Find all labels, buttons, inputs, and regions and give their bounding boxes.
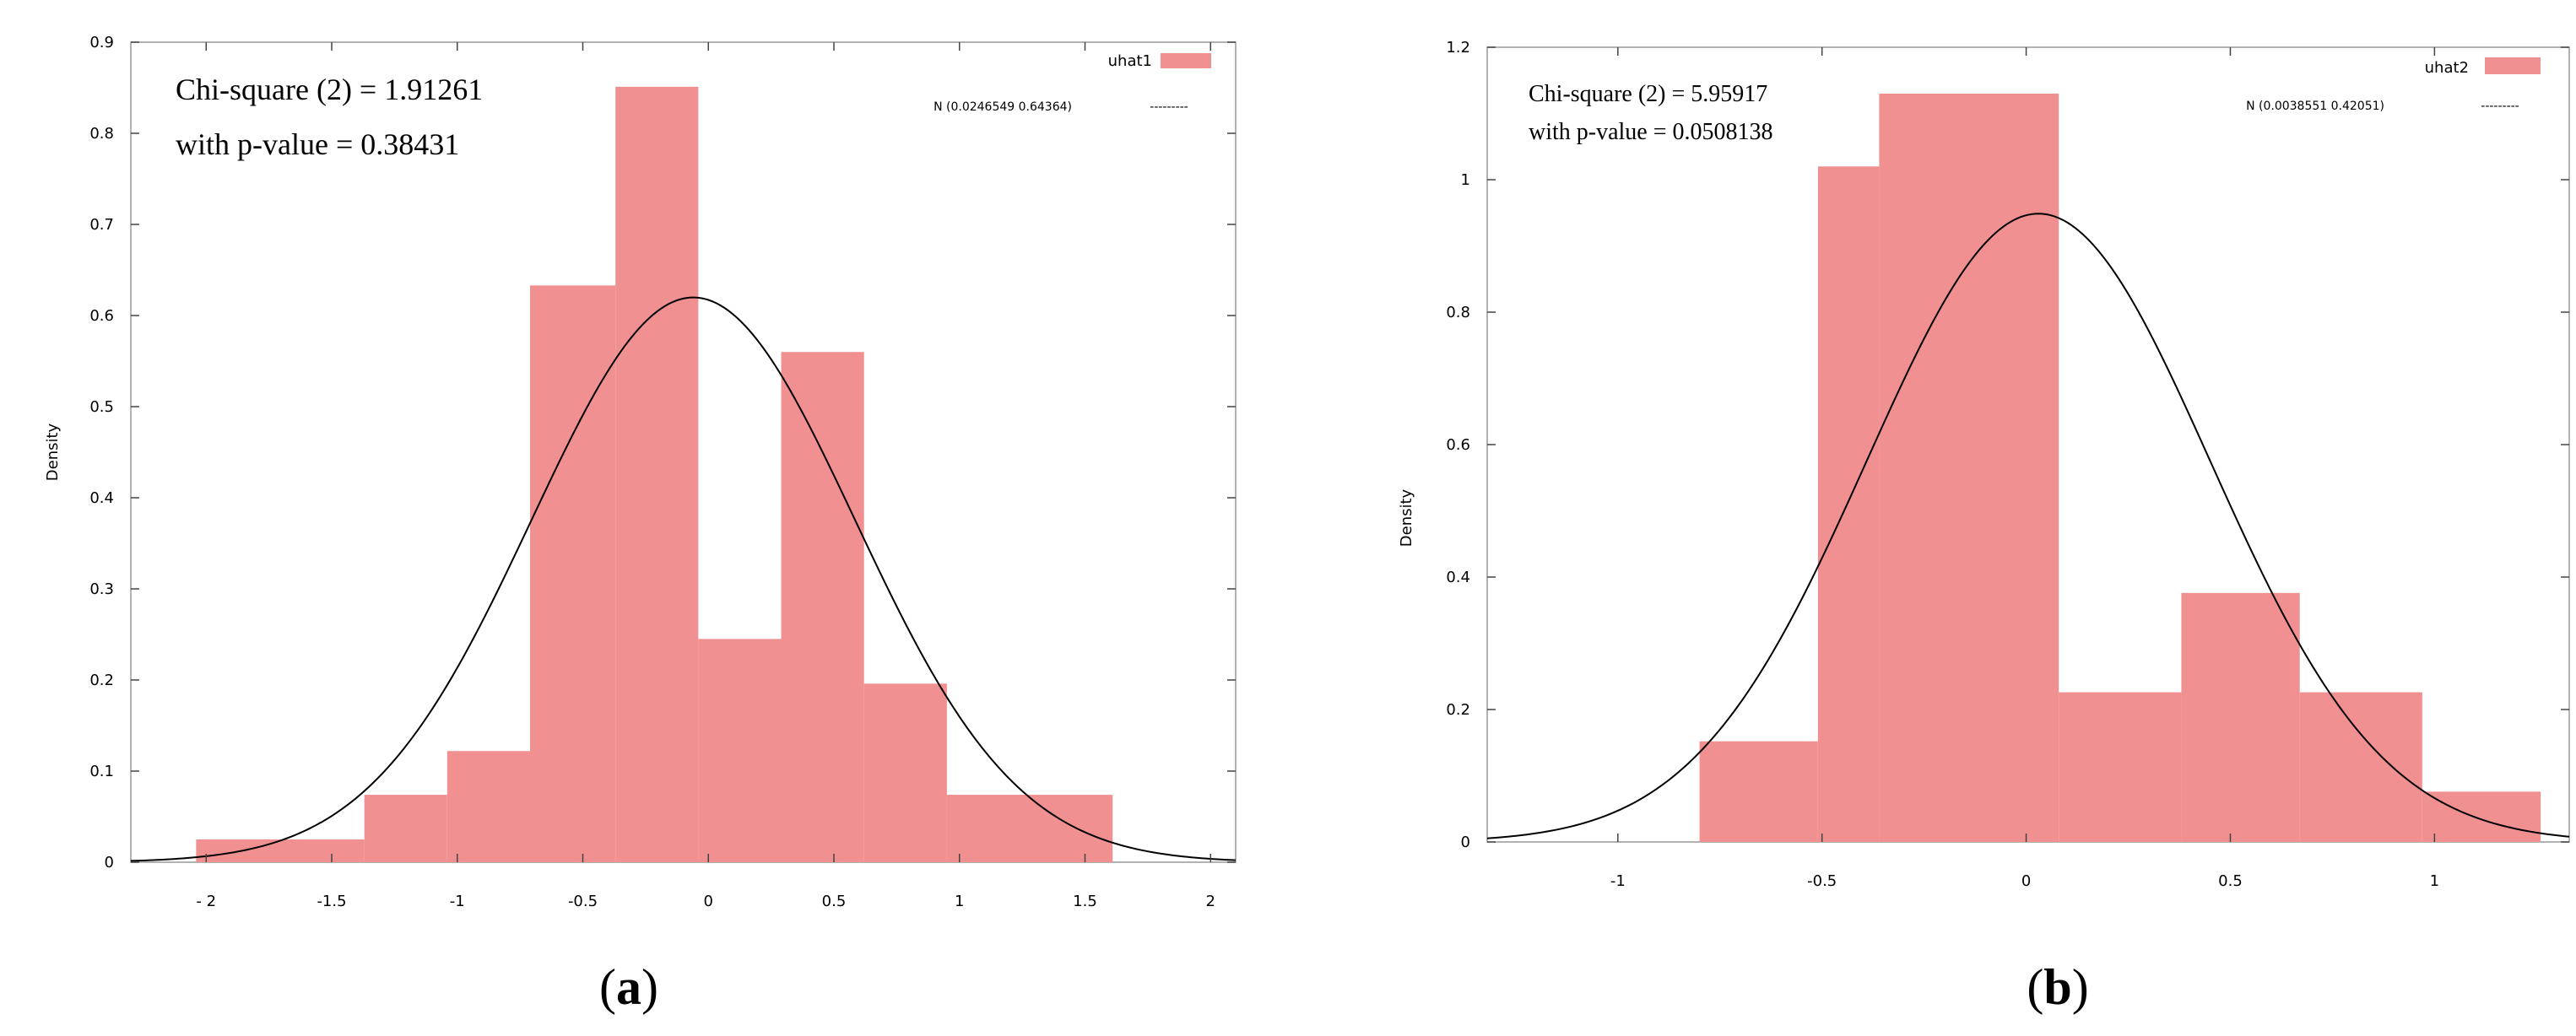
panel-a-label: (a): [599, 959, 658, 1015]
panel-a-bars: [196, 86, 1113, 863]
panel-b-x-axis: -1 -0.5 0 0.5 1: [1610, 47, 2439, 890]
panel-a-x-axis: - 2 -1.5 -1 -0.5 0 0.5 1 1.5 2: [196, 42, 1215, 910]
panel-a-legend-curve-sample: ---------: [1150, 100, 1188, 114]
panel-a-x-tick-label: - 2: [196, 893, 216, 910]
panel-a-y-tick-label: 0: [105, 854, 114, 871]
panel-a-y-tick-label: 0.7: [89, 216, 114, 234]
panel-a-bar-7: [863, 683, 947, 862]
panel-a-y-tick-label: 0.9: [89, 34, 114, 51]
panel-b-x-tick-label: -0.5: [1807, 872, 1837, 890]
panel-a-y-axis: 0 0.1 0.2 0.3 0.4 0.5 0.6 0.7 0.8 0.9: [89, 34, 1236, 871]
panel-a-y-tick-label: 0.6: [89, 307, 114, 325]
panel-b-bar-1: [1817, 166, 1880, 843]
panel-b-bar-2: [1879, 93, 2059, 842]
panel-a-x-tick-label: 0.5: [822, 893, 847, 910]
panel-b-y-tick-label: 0.6: [1446, 436, 1470, 454]
panel-b-p-value-line: with p-value = 0.0508138: [1529, 119, 1773, 145]
panel-a-normal-curve: [130, 296, 1237, 862]
panel-a-x-tick-label: -1.5: [317, 893, 346, 910]
panel-b-y-tick-label: 1.2: [1446, 39, 1470, 57]
panel-a-bar-6: [781, 352, 864, 862]
panel-a-x-tick-label: -0.5: [568, 893, 598, 910]
panel-a-legend-series-label: uhat1: [1108, 52, 1152, 70]
panel-b-y-tick-label: 0.4: [1446, 569, 1470, 586]
panel-a-legend-swatch: [1161, 53, 1211, 68]
panel-b-bar-3: [2059, 692, 2182, 842]
panel-b-label: (b): [2027, 959, 2088, 1015]
panel-a-y-tick-label: 0.1: [89, 763, 114, 780]
panel-a-bar-1: [364, 795, 447, 862]
panel-b-label-letter: b: [2043, 959, 2071, 1015]
panel-b-y-axis: 0 0.2 0.4 0.6 0.8 1 1.2: [1446, 39, 2569, 851]
panel-a-x-tick-label: 1: [955, 893, 964, 910]
panel-a-bar-0: [196, 839, 365, 862]
panel-b-bar-4: [2181, 592, 2300, 842]
panel-a-p-value-line: with p-value = 0.38431: [176, 127, 459, 161]
panel-b-bar-5: [2299, 692, 2422, 842]
panel-b-legend-curve-label: N (0.0038551 0.42051): [2246, 100, 2384, 113]
panel-b-y-tick-label: 1: [1461, 171, 1470, 189]
panel-b-legend-curve-sample: ---------: [2481, 100, 2519, 113]
panel-a-chi-square-line: Chi-square (2) = 1.91261: [176, 73, 483, 106]
panel-b-legend-swatch: [2485, 57, 2541, 74]
panel-a-y-tick-label: 0.8: [89, 125, 114, 143]
panel-a-y-tick-label: 0.2: [89, 672, 114, 689]
panel-b-chart: 0 0.2 0.4 0.6 0.8 1 1.2 -1 -0.5 0 0.5 1 Density Ch…: [1398, 39, 2570, 1015]
panel-b-bar-0: [1699, 741, 1818, 842]
panel-b-legend-series-label: uhat2: [2425, 59, 2469, 77]
panel-a-bar-2: [446, 751, 531, 862]
panel-a-x-tick-label: -1: [450, 893, 465, 910]
panel-a-bar-5: [698, 639, 782, 862]
panel-a-bar-8: [946, 795, 1113, 862]
panel-a-legend-curve-label: N (0.0246549 0.64364): [934, 100, 1072, 114]
panel-b-y-tick-label: 0.2: [1446, 701, 1470, 719]
panel-b-bar-6: [2422, 791, 2541, 842]
panel-a-y-tick-label: 0.3: [89, 580, 114, 598]
panel-b-x-tick-label: 1: [2430, 872, 2439, 890]
panel-b-y-tick-label: 0: [1461, 834, 1470, 851]
panel-b-bars: [1699, 93, 2541, 843]
panel-a-y-tick-label: 0.5: [89, 398, 114, 416]
panel-a-y-tick-label: 0.4: [89, 489, 114, 507]
panel-a-bar-4: [615, 86, 699, 863]
panel-b-y-tick-label: 0.8: [1446, 304, 1470, 321]
panel-a-x-tick-label: 0: [704, 893, 713, 910]
panel-a-y-label: Density: [44, 423, 62, 481]
panel-a-chart: 0 0.1 0.2 0.3 0.4 0.5 0.6 0.7 0.8 0.9 - 2 -1.5 -1 -0…: [44, 34, 1237, 1015]
panel-a-x-tick-label: 1.5: [1073, 893, 1097, 910]
panel-b-x-tick-label: -1: [1610, 872, 1626, 890]
panel-b-normal-curve: [1486, 213, 2570, 839]
panel-b-y-label: Density: [1398, 488, 1415, 547]
panel-a-label-letter: a: [616, 959, 641, 1015]
panel-a-bar-3: [530, 285, 616, 862]
panel-b-x-tick-label: 0: [2021, 872, 2031, 890]
panel-a-x-tick-label: 2: [1206, 893, 1215, 910]
panel-b-chi-square-line: Chi-square (2) = 5.95917: [1529, 81, 1767, 107]
panel-b-x-tick-label: 0.5: [2218, 872, 2243, 890]
